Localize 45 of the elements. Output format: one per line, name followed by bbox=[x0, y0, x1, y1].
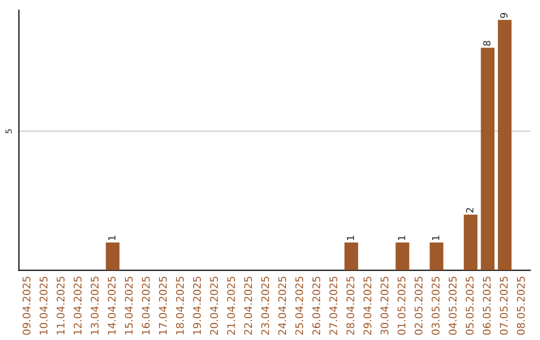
x-tick-label: 09.04.2025 bbox=[22, 276, 30, 335]
x-tick-label: 11.04.2025 bbox=[56, 276, 65, 334]
x-tick-label: 18.04.2025 bbox=[176, 276, 184, 334]
x-tick-label: 02.05.2025 bbox=[414, 276, 423, 335]
x-tick-label: 10.04.2025 bbox=[40, 276, 48, 334]
x-tick-label: 20.04.2025 bbox=[210, 276, 218, 335]
x-tick-label: 07.05.2025 bbox=[500, 276, 508, 335]
x-tick-label: 27.04.2025 bbox=[329, 276, 338, 335]
x-tick-label: 21.04.2025 bbox=[227, 276, 235, 335]
bar bbox=[498, 20, 512, 270]
x-tick-label: 25.04.2025 bbox=[295, 276, 304, 335]
x-tick-label: 26.04.2025 bbox=[312, 276, 320, 335]
x-tick-label: 23.04.2025 bbox=[261, 276, 270, 335]
bar bbox=[396, 242, 410, 270]
x-tick-label: 08.05.2025 bbox=[516, 276, 525, 335]
x-tick-label: 28.04.2025 bbox=[346, 276, 354, 335]
bar bbox=[464, 214, 478, 270]
bar bbox=[480, 48, 494, 270]
data-label: 1 bbox=[432, 236, 440, 240]
bar bbox=[106, 242, 120, 270]
bar bbox=[430, 242, 444, 270]
x-tick-label: 29.04.2025 bbox=[363, 276, 372, 335]
x-tick-label: 12.04.2025 bbox=[74, 276, 82, 334]
data-label: 1 bbox=[108, 236, 116, 240]
x-tick-label: 13.04.2025 bbox=[90, 276, 99, 334]
x-tick-label: 01.05.2025 bbox=[398, 276, 406, 335]
data-label: 9 bbox=[500, 13, 508, 18]
x-tick-label: 14.04.2025 bbox=[108, 276, 116, 334]
x-tick-label: 22.04.2025 bbox=[244, 276, 252, 335]
x-tick-label: 03.05.2025 bbox=[432, 276, 440, 335]
y-tick-label: 5 bbox=[6, 129, 12, 134]
x-tick-label: 24.04.2025 bbox=[278, 276, 286, 335]
x-tick-label: 15.04.2025 bbox=[124, 276, 133, 334]
x-tick-label: 05.05.2025 bbox=[466, 276, 474, 335]
x-tick-label: 17.04.2025 bbox=[158, 276, 167, 334]
x-tick-label: 30.04.2025 bbox=[380, 276, 388, 335]
bar bbox=[344, 242, 358, 270]
data-label: 1 bbox=[346, 236, 354, 240]
x-tick-label: 16.04.2025 bbox=[142, 276, 150, 334]
x-tick-label: 06.05.2025 bbox=[482, 276, 491, 335]
x-tick-label: 19.04.2025 bbox=[193, 276, 201, 334]
data-label: 1 bbox=[398, 236, 406, 240]
x-tick-label: 04.05.2025 bbox=[448, 276, 457, 335]
data-label: 2 bbox=[466, 208, 474, 213]
data-label: 8 bbox=[483, 40, 490, 46]
